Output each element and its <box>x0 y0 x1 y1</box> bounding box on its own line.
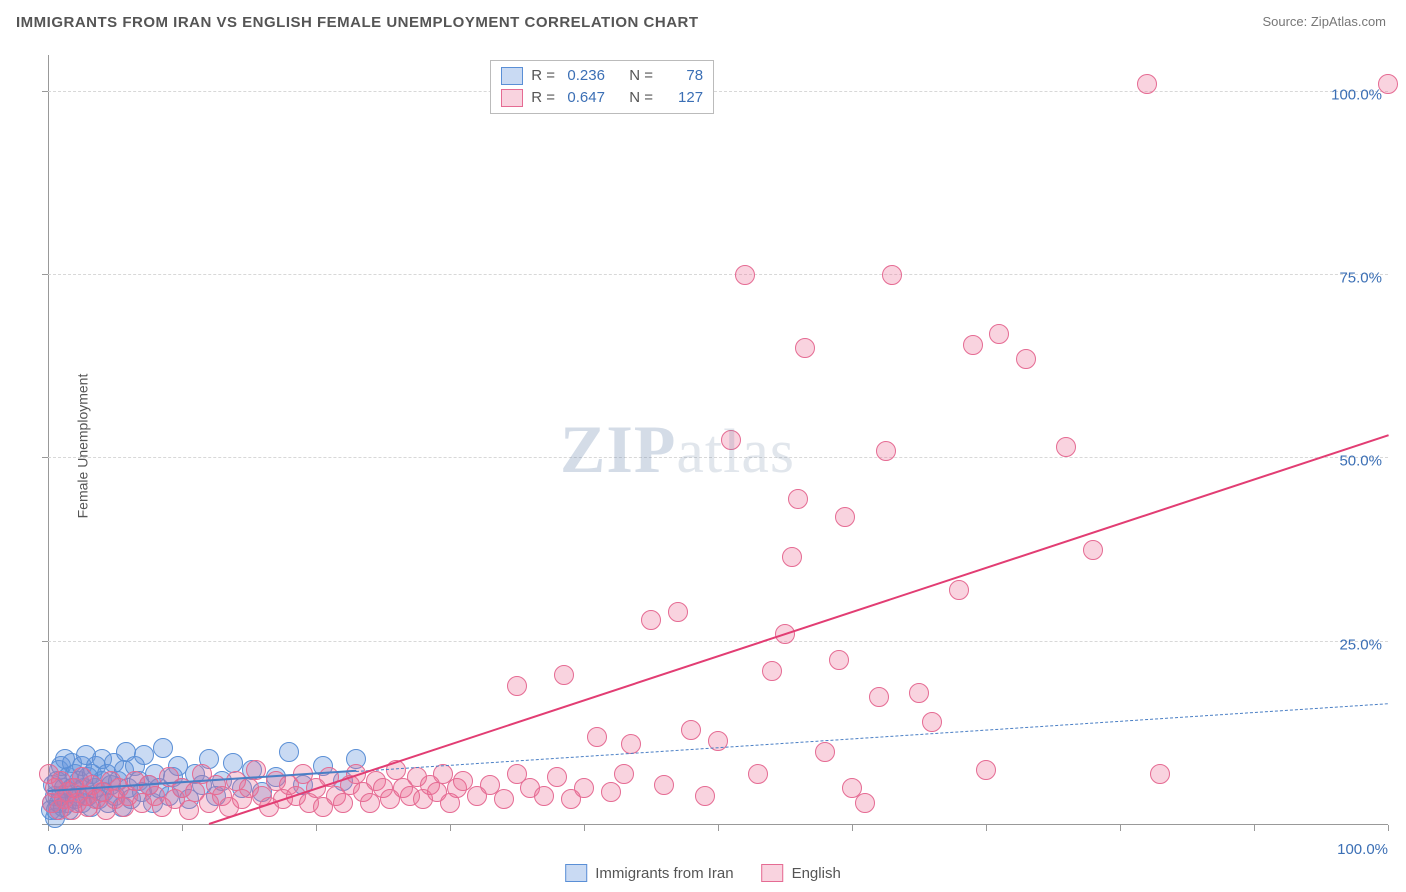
scatter-point <box>507 676 527 696</box>
scatter-point <box>681 720 701 740</box>
legend-swatch <box>501 89 523 107</box>
x-tick <box>450 825 451 831</box>
legend-stats-row: R = 0.647 N = 127 <box>501 87 703 109</box>
x-tick <box>182 825 183 831</box>
scatter-point <box>668 602 688 622</box>
scatter-point <box>963 335 983 355</box>
scatter-point <box>547 767 567 787</box>
scatter-point <box>882 265 902 285</box>
x-tick <box>852 825 853 831</box>
x-tick <box>718 825 719 831</box>
legend-item: English <box>762 864 841 882</box>
scatter-point <box>876 441 896 461</box>
scatter-point <box>815 742 835 762</box>
legend-item-label: English <box>792 865 841 882</box>
scatter-point <box>922 712 942 732</box>
scatter-point <box>1137 74 1157 94</box>
legend-swatch <box>762 864 784 882</box>
x-tick <box>316 825 317 831</box>
y-tick-label: 75.0% <box>1339 270 1382 287</box>
grid-line <box>48 457 1388 458</box>
legend-item: Immigrants from Iran <box>565 864 733 882</box>
scatter-point <box>134 745 154 765</box>
scatter-point <box>782 547 802 567</box>
y-tick <box>42 457 48 458</box>
grid-line <box>48 274 1388 275</box>
regression-line <box>356 703 1388 772</box>
scatter-point <box>1150 764 1170 784</box>
x-tick-label-max: 100.0% <box>1337 841 1388 858</box>
scatter-point <box>1016 349 1036 369</box>
y-tick-label: 100.0% <box>1331 86 1382 103</box>
x-tick <box>584 825 585 831</box>
legend-r-value: 0.647 <box>563 87 605 109</box>
scatter-point <box>654 775 674 795</box>
legend-r-label: R = <box>531 87 555 109</box>
y-tick <box>42 641 48 642</box>
scatter-point <box>1378 74 1398 94</box>
scatter-point <box>179 800 199 820</box>
y-tick-label: 50.0% <box>1339 453 1382 470</box>
y-tick <box>42 274 48 275</box>
scatter-plot-area: 25.0% 50.0% 75.0% 100.0% <box>48 55 1388 825</box>
legend-item-label: Immigrants from Iran <box>595 865 733 882</box>
scatter-point <box>748 764 768 784</box>
scatter-point <box>614 764 634 784</box>
scatter-point <box>829 650 849 670</box>
legend-r-label: R = <box>531 65 555 87</box>
scatter-point <box>279 742 299 762</box>
scatter-point <box>333 793 353 813</box>
scatter-point <box>788 489 808 509</box>
legend-stats-box: R = 0.236 N = 78 R = 0.647 N = 127 <box>490 60 714 114</box>
grid-line <box>48 91 1388 92</box>
x-tick <box>1120 825 1121 831</box>
scatter-point <box>909 683 929 703</box>
legend-n-label: N = <box>629 65 653 87</box>
scatter-point <box>554 665 574 685</box>
scatter-point <box>601 782 621 802</box>
x-tick <box>1254 825 1255 831</box>
y-axis-line <box>48 55 49 825</box>
scatter-point <box>621 734 641 754</box>
scatter-point <box>835 507 855 527</box>
scatter-point <box>869 687 889 707</box>
legend-bottom: Immigrants from Iran English <box>565 864 841 882</box>
legend-stats-row: R = 0.236 N = 78 <box>501 65 703 87</box>
scatter-point <box>494 789 514 809</box>
scatter-point <box>641 610 661 630</box>
scatter-point <box>976 760 996 780</box>
legend-swatch <box>501 67 523 85</box>
scatter-point <box>721 430 741 450</box>
scatter-point <box>855 793 875 813</box>
scatter-point <box>695 786 715 806</box>
scatter-point <box>762 661 782 681</box>
x-tick-label-min: 0.0% <box>48 841 82 858</box>
legend-r-value: 0.236 <box>563 65 605 87</box>
scatter-point <box>534 786 554 806</box>
legend-n-label: N = <box>629 87 653 109</box>
x-tick <box>986 825 987 831</box>
scatter-point <box>587 727 607 747</box>
scatter-point <box>949 580 969 600</box>
x-tick <box>1388 825 1389 831</box>
scatter-point <box>574 778 594 798</box>
chart-title: IMMIGRANTS FROM IRAN VS ENGLISH FEMALE U… <box>16 14 699 31</box>
grid-line <box>48 641 1388 642</box>
source-attribution: Source: ZipAtlas.com <box>1262 14 1386 29</box>
legend-n-value: 78 <box>661 65 703 87</box>
legend-n-value: 127 <box>661 87 703 109</box>
y-tick-label: 25.0% <box>1339 636 1382 653</box>
scatter-point <box>1083 540 1103 560</box>
scatter-point <box>735 265 755 285</box>
scatter-point <box>795 338 815 358</box>
scatter-point <box>153 738 173 758</box>
scatter-point <box>989 324 1009 344</box>
y-tick <box>42 91 48 92</box>
scatter-point <box>1056 437 1076 457</box>
scatter-point <box>223 753 243 773</box>
legend-swatch <box>565 864 587 882</box>
